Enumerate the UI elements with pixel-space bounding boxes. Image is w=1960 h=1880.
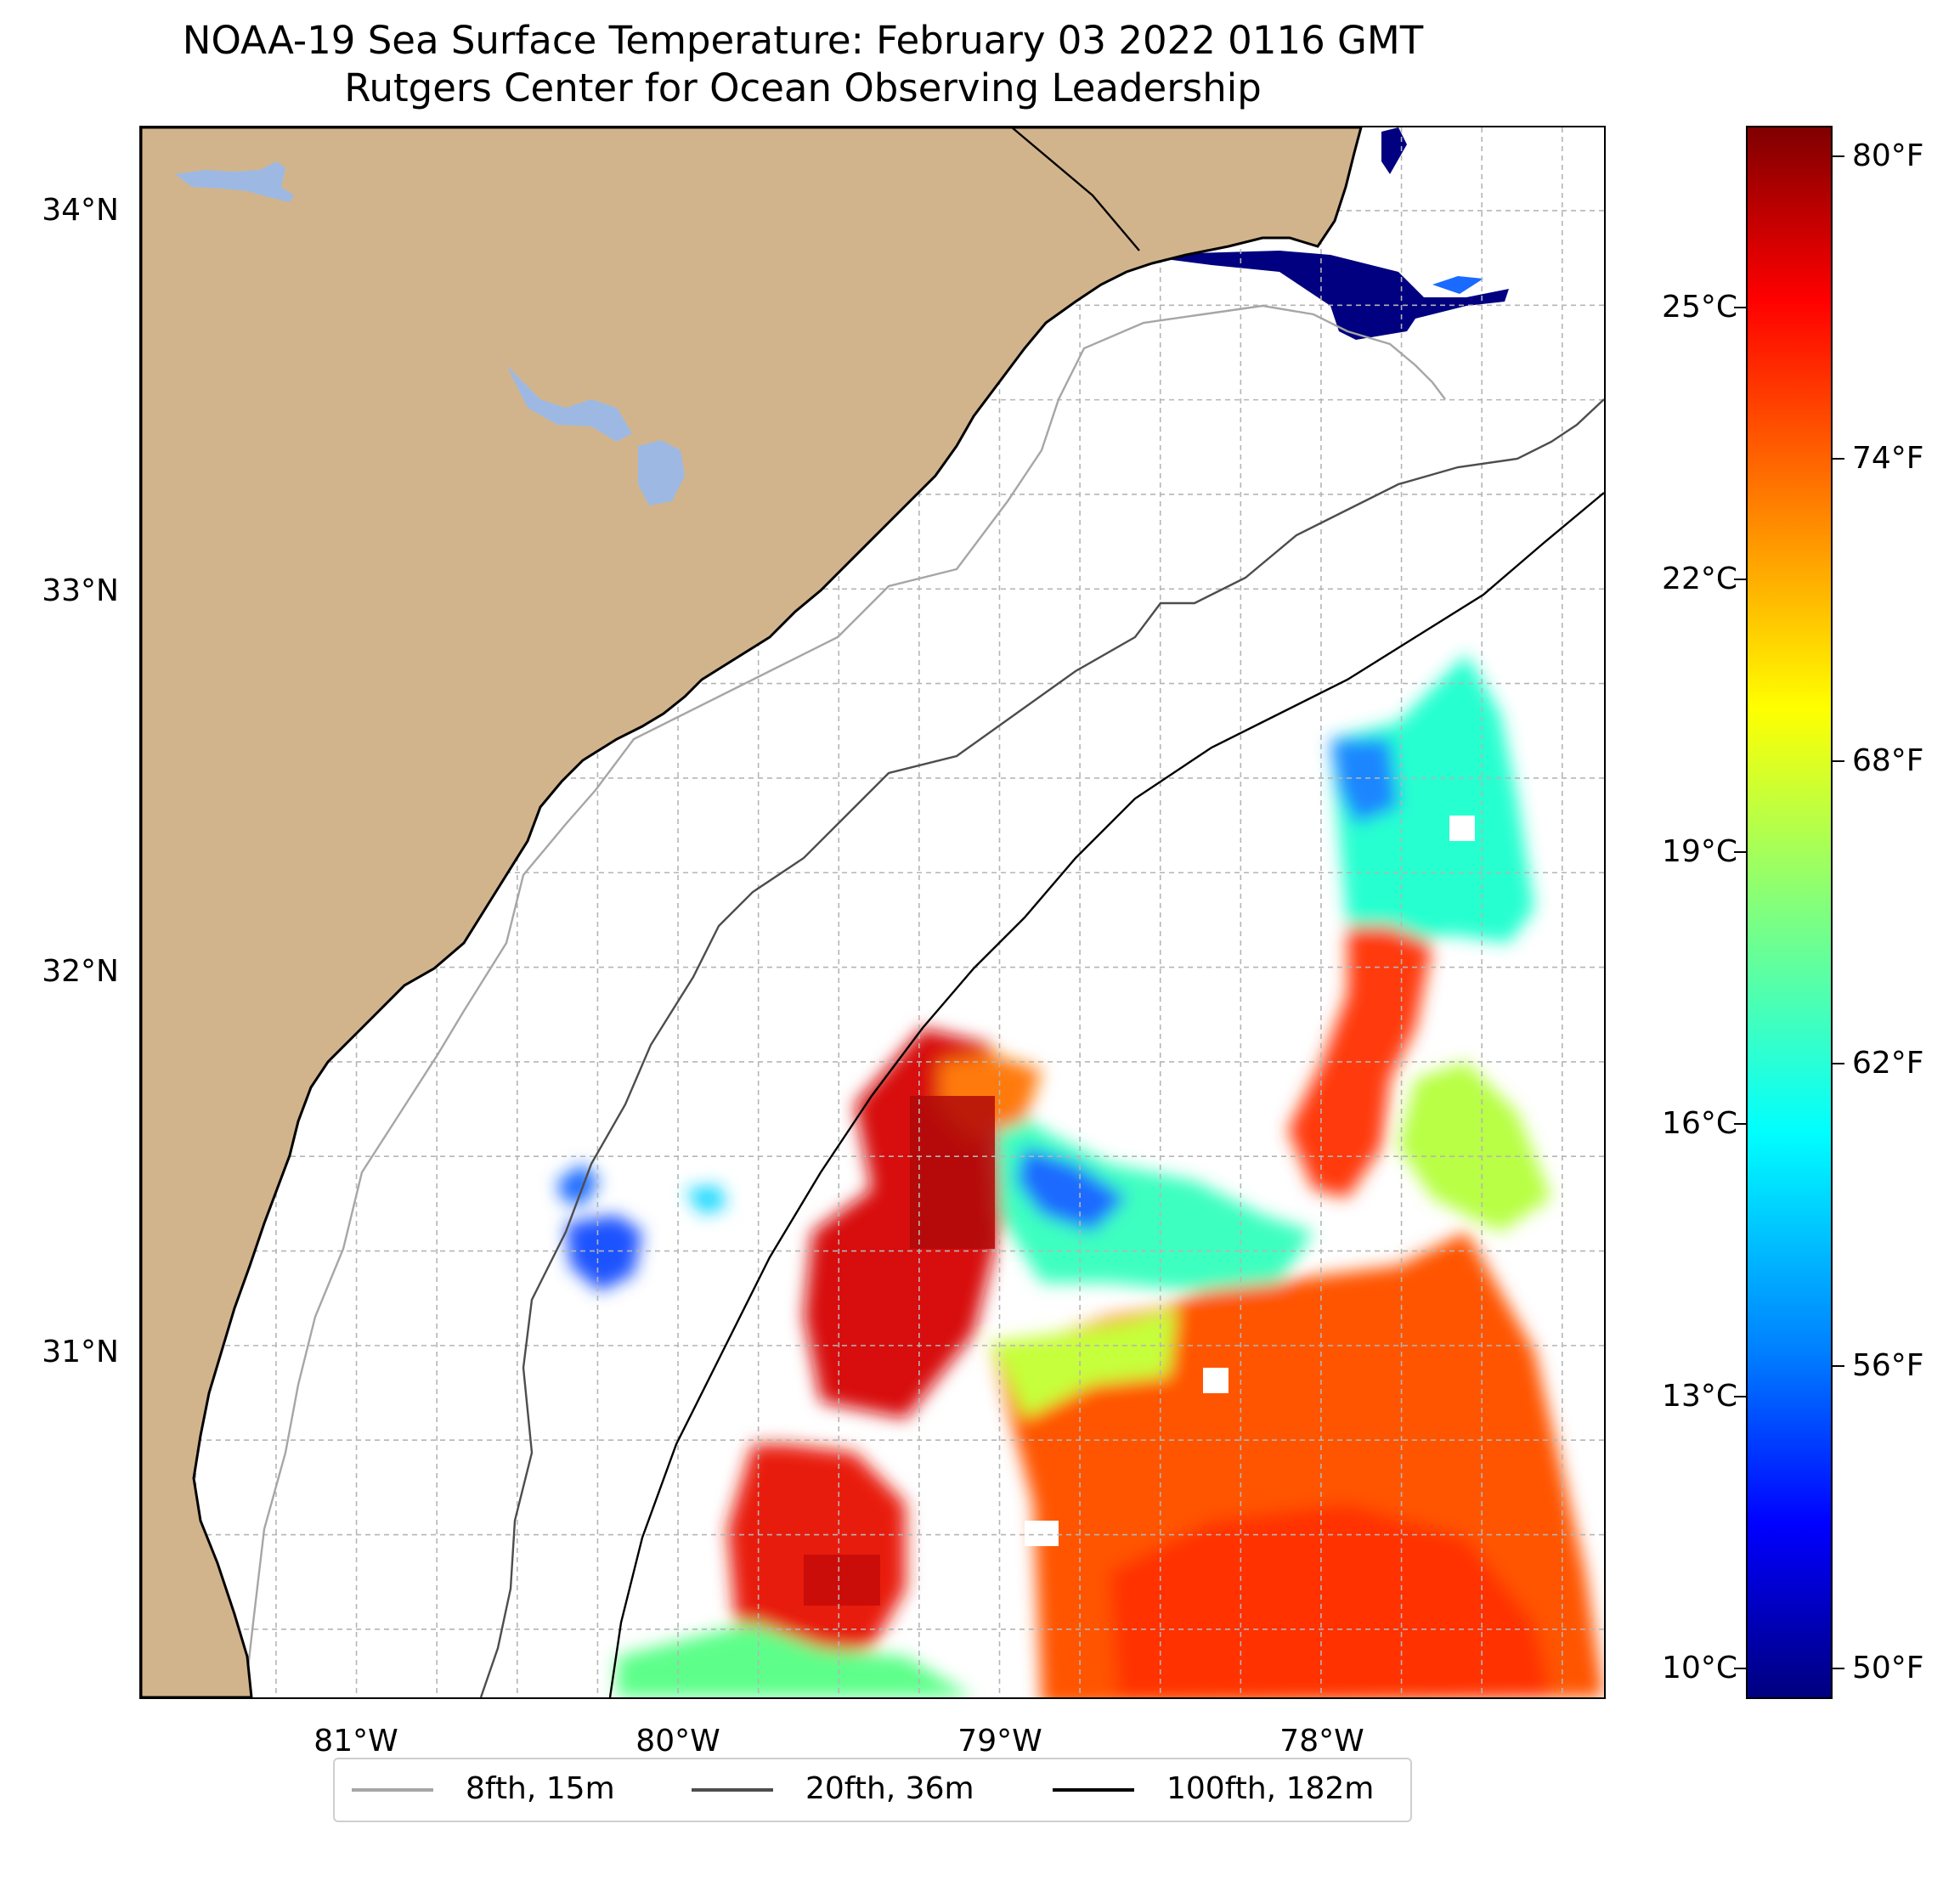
sst-patch-west-green <box>685 1185 727 1215</box>
colorbar <box>1746 126 1833 1699</box>
legend-label-8fth: 8fth, 15m <box>466 1771 615 1806</box>
isobath-8fth <box>243 304 1446 1697</box>
sst-patch-hot-core-a <box>910 1096 995 1249</box>
map-panel[interactable] <box>139 126 1606 1699</box>
colorbar-tick-c <box>1734 1668 1746 1670</box>
colorbar-label-f: 62°F <box>1852 1046 1924 1081</box>
lon-label-80w: 80°W <box>635 1724 720 1759</box>
colorbar-tick-c <box>1734 306 1746 308</box>
legend-swatch-100fth <box>1053 1788 1134 1792</box>
legend-label-20fth: 20fth, 36m <box>805 1771 974 1806</box>
lat-label-33: 33°N <box>42 573 119 608</box>
sst-patch-central-blue <box>1016 1147 1127 1232</box>
colorbar-tick-f <box>1833 155 1844 157</box>
legend-swatch-8fth <box>352 1788 433 1792</box>
colorbar-tick-c <box>1734 1123 1746 1126</box>
sst-patch-west-blue-a <box>557 1164 600 1206</box>
sst-patch-inlet-darkblue <box>1381 127 1407 174</box>
colorbar-tick-f <box>1833 1668 1844 1670</box>
lon-label-78w: 78°W <box>1279 1724 1364 1759</box>
colorbar-label-f: 56°F <box>1852 1348 1924 1384</box>
sst-patch-hot-core-b <box>804 1555 880 1606</box>
sst-patch-bay-blue <box>1432 276 1483 294</box>
sst-data-layer <box>256 127 1604 1697</box>
lake-moultrie <box>638 440 685 505</box>
sst-map <box>141 127 1604 1697</box>
lake-north <box>175 161 294 202</box>
lake-marion <box>506 365 632 442</box>
colorbar-label-c: 16°C <box>1662 1106 1737 1142</box>
colorbar-tick-c <box>1734 850 1746 853</box>
land-mass <box>141 127 1363 1697</box>
colorbar-label-f: 50°F <box>1852 1651 1924 1686</box>
colorbar-tick-f <box>1833 1063 1844 1065</box>
colorbar-tick-f <box>1833 457 1844 460</box>
sst-patch-west-blue-b <box>566 1215 642 1291</box>
colorbar-tick-c <box>1734 579 1746 581</box>
sst-patch-south-green <box>617 1623 974 1697</box>
legend-swatch-20fth <box>692 1788 773 1792</box>
colorbar-label-c: 13°C <box>1662 1378 1737 1414</box>
state-border <box>1011 127 1140 251</box>
lat-label-34: 34°N <box>42 193 119 228</box>
sst-patch-central-green <box>991 1079 1313 1291</box>
lat-label-32: 32°N <box>42 954 119 989</box>
sst-patch-northeast-blue <box>1330 739 1398 824</box>
colorbar-tick-f <box>1833 1365 1844 1368</box>
sst-patch-clear-c <box>1203 1368 1229 1393</box>
colorbar-tick-f <box>1833 759 1844 762</box>
sst-patch-bay-darkblue <box>1152 251 1509 340</box>
lon-label-79w: 79°W <box>957 1724 1042 1759</box>
colorbar-label-c: 10°C <box>1662 1651 1737 1686</box>
colorbar-tick-c <box>1734 1395 1746 1397</box>
legend-label-100fth: 100fth, 182m <box>1166 1771 1375 1806</box>
sst-patch-clear-a <box>1025 1521 1059 1546</box>
colorbar-label-f: 68°F <box>1852 742 1924 778</box>
chart-subtitle: Rutgers Center for Ocean Observing Leade… <box>344 65 1262 110</box>
lat-label-31: 31°N <box>42 1335 119 1369</box>
colorbar-label-c: 19°C <box>1662 833 1737 869</box>
sst-patch-clear-b <box>1449 816 1475 841</box>
colorbar-label-f: 74°F <box>1852 440 1924 476</box>
sst-patch-southeast-edge <box>991 1308 1178 1419</box>
colorbar-label-c: 25°C <box>1662 289 1737 325</box>
sst-patch-east-green <box>1398 1062 1551 1232</box>
isobath-legend: 8fth, 15m 20fth, 36m 100fth, 182m <box>333 1758 1412 1822</box>
colorbar-label-f: 80°F <box>1852 138 1924 173</box>
lon-label-81w: 81°W <box>313 1724 398 1759</box>
chart-title: NOAA-19 Sea Surface Temperature: Februar… <box>182 18 1424 63</box>
isobath-100fth <box>608 492 1604 1697</box>
sst-patch-southeast-core <box>1110 1504 1551 1697</box>
isobath-20fth <box>479 398 1604 1697</box>
colorbar-label-c: 22°C <box>1662 562 1737 597</box>
